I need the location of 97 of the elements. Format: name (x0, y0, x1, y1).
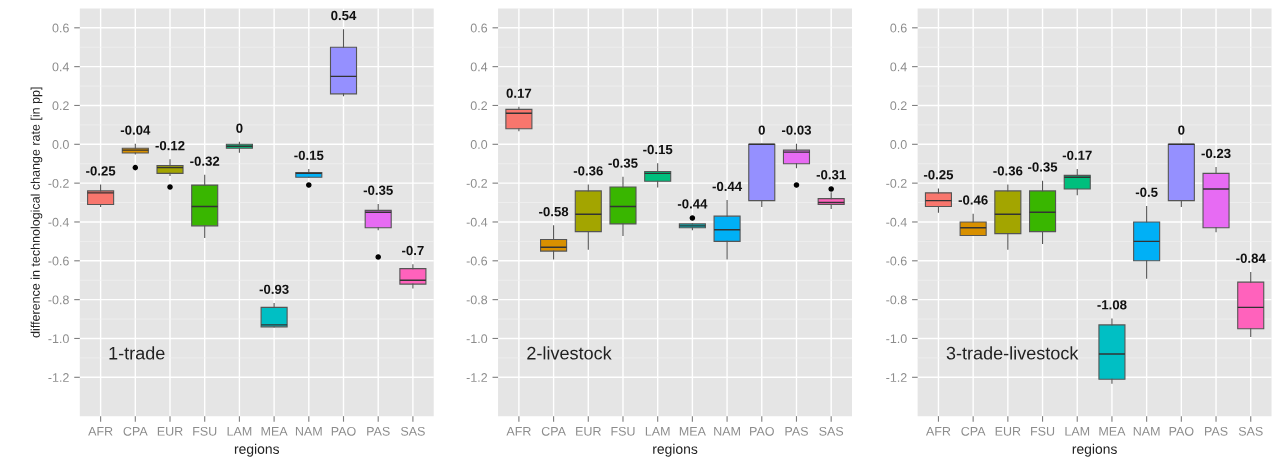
y-tick-label: -0.2 (886, 178, 907, 188)
annotation: -0.44 (712, 181, 743, 192)
y-tick-label: -0.6 (886, 256, 907, 266)
y-tick-label: -1.2 (466, 373, 488, 382)
y-tick-label: 0.6 (52, 23, 69, 33)
x-tick-label: PAO (331, 426, 356, 436)
annotation: 0 (1178, 125, 1185, 135)
x-tick-label: CPA (541, 426, 566, 436)
y-tick-label: 0.4 (470, 62, 488, 72)
annotation: -0.15 (643, 144, 673, 155)
annotation: 0 (758, 125, 765, 135)
x-tick-label: PAO (750, 426, 774, 436)
y-tick-label: 0.2 (52, 101, 69, 111)
annotation: -0.7 (402, 245, 424, 256)
x-axis-title: regions (1072, 443, 1117, 457)
y-tick-label: 0.0 (52, 140, 69, 149)
annotation: -0.36 (993, 166, 1023, 176)
annotation: 1-trade (109, 346, 165, 360)
annotation: 2-livestock (527, 346, 612, 360)
annotation: -0.84 (1236, 253, 1266, 263)
x-tick-label: LAM (645, 427, 670, 436)
y-tick-label: 0.0 (470, 140, 488, 149)
x-tick-label: NAM (295, 427, 322, 436)
x-tick-label: MEA (261, 427, 288, 436)
annotation: -0.36 (573, 166, 603, 176)
x-tick-label: EUR (576, 427, 601, 436)
y-tick-label: 0.4 (890, 62, 907, 72)
y-tick-label: -0.4 (48, 217, 70, 227)
x-tick-label: CPA (123, 426, 148, 436)
y-tick-label: -1.2 (48, 373, 69, 382)
y-tick-label: -1.0 (48, 334, 69, 344)
x-tick-label: PAS (1205, 426, 1228, 436)
annotation: -0.25 (923, 170, 954, 180)
annotation: -0.04 (120, 125, 151, 135)
x-tick-label: LAM (1065, 427, 1090, 436)
x-tick-label: NAM (714, 427, 740, 436)
x-tick-label: AFR (88, 427, 113, 436)
x-tick-label: SAS (400, 426, 425, 436)
x-tick-label: CPA (961, 426, 986, 436)
y-tick-label: -0.2 (466, 178, 488, 188)
annotation: -0.31 (816, 170, 846, 180)
x-tick-label: MEA (1099, 427, 1126, 436)
y-tick-label: -0.8 (886, 295, 907, 305)
annotation: -0.46 (958, 195, 988, 205)
annotation: 0.17 (506, 88, 532, 98)
annotation: -0.35 (608, 158, 638, 168)
annotation: -0.32 (190, 156, 220, 166)
y-tick-label: 0.0 (890, 140, 907, 149)
annotation: -0.5 (1135, 187, 1158, 197)
annotation: -0.58 (539, 206, 569, 217)
y-tick-label: 0.2 (890, 101, 907, 111)
y-axis-title: difference in technological change rate [in pp] (30, 87, 43, 338)
annotation: -0.03 (781, 125, 812, 135)
annotation: -0.35 (363, 185, 393, 195)
y-tick-label: -0.6 (466, 256, 488, 266)
x-tick-label: MEA (679, 427, 706, 436)
x-tick-label: FSU (193, 426, 217, 436)
y-tick-label: 0.2 (470, 101, 488, 111)
y-tick-label: -0.8 (466, 295, 488, 305)
y-tick-label: -0.8 (48, 295, 69, 305)
x-tick-label: EUR (995, 427, 1021, 436)
x-axis-title: regions (653, 443, 698, 457)
x-tick-label: LAM (227, 427, 252, 436)
y-tick-label: -1.0 (886, 334, 907, 344)
x-tick-label: SAS (1238, 426, 1263, 436)
annotation: -0.12 (155, 140, 185, 151)
x-tick-label: PAO (1169, 426, 1194, 436)
annotation: 0.54 (331, 10, 357, 21)
y-tick-label: -0.2 (48, 178, 69, 188)
y-tick-label: -0.6 (48, 256, 69, 266)
annotation: -0.17 (1062, 150, 1092, 160)
x-tick-label: FSU (1031, 426, 1055, 436)
y-tick-label: -1.0 (466, 334, 488, 344)
annotation: -0.35 (1028, 162, 1058, 172)
x-tick-label: FSU (611, 426, 635, 436)
x-tick-label: PAS (785, 426, 808, 436)
annotation: -0.23 (1201, 148, 1231, 159)
annotation: 0 (236, 123, 243, 133)
x-tick-label: PAS (367, 426, 390, 436)
x-axis-title: regions (234, 443, 280, 457)
annotation: 3-trade-livestock (946, 346, 1079, 360)
y-tick-label: 0.4 (52, 62, 70, 72)
y-tick-label: -0.4 (886, 217, 907, 227)
annotation: -1.08 (1097, 300, 1127, 310)
annotation: -0.44 (677, 199, 708, 209)
y-tick-label: -0.4 (466, 217, 488, 227)
x-tick-label: AFR (506, 427, 531, 436)
x-tick-label: EUR (157, 427, 183, 436)
y-tick-label: 0.6 (470, 23, 488, 33)
y-tick-label: -1.2 (886, 373, 907, 382)
annotation: -0.15 (294, 150, 324, 160)
y-tick-label: 0.6 (890, 23, 907, 33)
x-tick-label: SAS (819, 426, 844, 436)
x-tick-label: AFR (925, 427, 951, 436)
annotation: -0.93 (259, 284, 289, 294)
x-tick-label: NAM (1133, 427, 1160, 436)
annotation: -0.25 (86, 166, 116, 176)
